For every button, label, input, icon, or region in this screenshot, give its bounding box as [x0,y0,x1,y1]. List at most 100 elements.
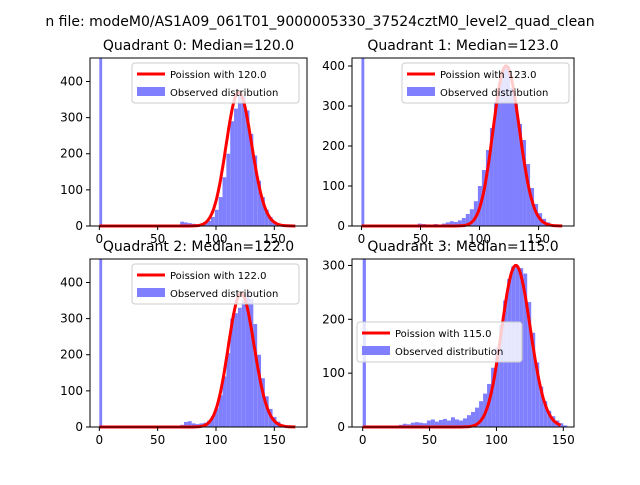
x-tick-label: 0 [96,232,104,246]
x-tick-label: 50 [413,232,428,246]
histogram-bar [530,188,535,226]
legend-patch-swatch [407,87,435,96]
x-tick-label: 100 [205,433,228,447]
x-tick-label: 100 [468,232,491,246]
x-tick-label: 0 [358,232,366,246]
histogram-bar [414,422,419,427]
histogram-bar [184,421,188,427]
histogram-bar [475,407,480,427]
histogram-bar [434,421,439,427]
histogram-bar [230,121,235,226]
histogram-bar [422,423,427,427]
histogram-bar [461,218,466,226]
histogram-bar [210,416,215,427]
histogram-bar [257,180,262,226]
subplot-title: Quadrant 2: Median=122.0 [103,239,294,255]
histogram-bar [253,324,258,427]
legend-label-observed: Observed distribution [170,289,278,300]
histogram-bar [531,332,536,427]
y-tick-label: 200 [322,312,345,326]
x-tick-label: 50 [422,433,437,447]
histogram-bar [505,66,510,226]
x-tick-label: 150 [263,433,286,447]
histogram-bar [438,420,443,427]
subplot-quadrant-3: 0 50 100 150 0 100 200 300 Quadrant 3: Median=11… [322,239,575,447]
histogram-bar [249,298,254,427]
figure-suptitle: n file: modeM0/AS1A09_061T01_9000005330_… [45,14,594,30]
histogram-bar [264,396,269,427]
legend-box [356,321,523,363]
x-tick-label: 100 [485,433,508,447]
histogram-bar [450,417,455,427]
legend-patch-swatch [362,346,390,355]
subplot-quadrant-1: 0 50 100 150 0 100 200 300 400 Quadrant 1: Median… [322,38,575,246]
histogram-bar [497,82,502,226]
legend-label-poisson: Poission with 122.0 [170,271,266,282]
histogram-bar [527,302,532,427]
histogram-bar [547,410,552,427]
subplot-title: Quadrant 1: Median=123.0 [367,38,558,54]
histogram-bar [479,401,484,427]
legend-label-observed: Observed distribution [395,347,503,358]
x-tick-label: 150 [263,232,286,246]
histogram-bar [457,220,462,226]
histogram-bar [442,418,447,427]
histogram-bar [241,300,246,427]
histogram-bar [449,221,454,226]
axes-frame [351,57,575,227]
histogram-bar [453,222,458,226]
histogram-bar [222,177,227,226]
histogram-bar [539,386,544,427]
histogram-bar [218,395,223,427]
y-tick-label: 300 [60,312,83,326]
histogram-bar [509,88,515,226]
histogram-bar [467,415,472,427]
histogram-bar [489,128,494,226]
y-tick-label: 400 [60,275,83,289]
histogram-bar [268,216,273,226]
y-tick-label: 200 [322,139,345,153]
histogram-bar [418,422,423,427]
legend-box [131,263,300,305]
histogram-bar [481,170,486,226]
y-tick-label: 300 [60,111,83,125]
histogram-bar [214,408,219,427]
histogram-bar [245,293,250,427]
histogram-bar [261,378,265,427]
histogram-bar [99,259,103,427]
histogram-bar [503,300,508,427]
histogram-bar [563,425,568,427]
y-tick-label: 0 [75,219,83,233]
y-tick-label: 100 [322,366,345,380]
histogram-bar [402,423,407,427]
histogram-bar [543,401,548,427]
subplot-title: Quadrant 0: Median=120.0 [103,38,294,54]
histogram-bar [559,423,564,427]
y-tick-label: 100 [60,384,83,398]
histogram-bar [465,214,470,226]
histogram-bar [518,124,523,226]
x-tick-label: 50 [150,232,165,246]
y-tick-label: 0 [337,219,345,233]
legend-box [401,62,570,104]
histogram-bar [522,140,527,226]
histogram-bar [485,150,490,226]
x-tick-label: 150 [552,433,575,447]
legend-label-observed: Observed distribution [170,88,278,99]
histogram-bar [237,92,242,227]
histogram-bar [469,209,474,226]
legend-label-poisson: Poission with 115.0 [395,329,491,340]
y-tick-label: 300 [322,258,345,272]
y-tick-label: 0 [337,420,345,434]
histogram-bar [226,153,231,226]
histogram-bar [495,347,500,427]
histogram-bar [99,58,103,226]
histogram-bar [446,420,451,427]
histogram-bar [230,318,235,427]
subplot-quadrant-2: 0 50 100 150 0 100 200 300 400 Quadrant 2: Median… [60,239,308,447]
y-tick-label: 200 [60,348,83,362]
x-tick-label: 100 [205,232,228,246]
histogram-bar [253,155,258,226]
